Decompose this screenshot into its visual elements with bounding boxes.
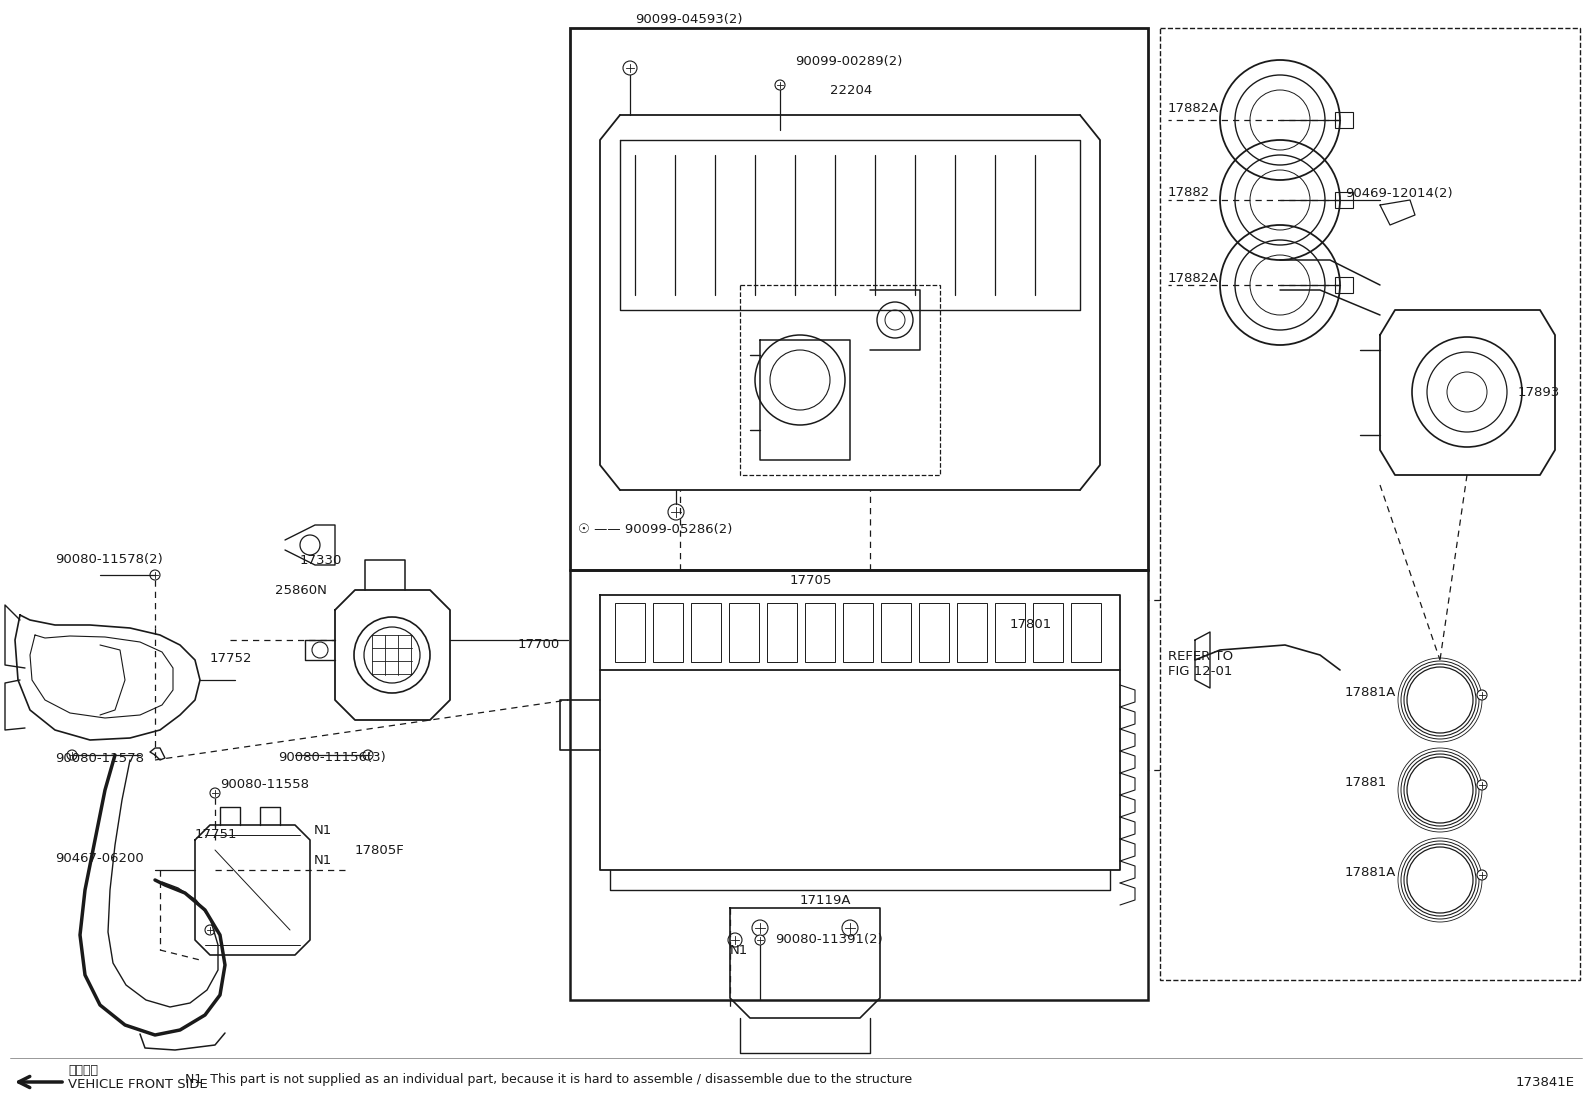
Text: ☉ —— 90099-05286(2): ☉ —— 90099-05286(2) [578, 523, 732, 536]
Circle shape [669, 504, 685, 520]
Bar [1336, 192, 1353, 208]
Text: 25860N: 25860N [275, 584, 326, 597]
Bar [1071, 603, 1102, 662]
Text: 17893: 17893 [1517, 387, 1560, 400]
Text: 17330: 17330 [299, 554, 342, 566]
Text: 173841E: 173841E [1516, 1076, 1574, 1088]
Text: N1: N1 [314, 823, 333, 836]
Text: 17882A: 17882A [1169, 101, 1219, 114]
Circle shape [755, 935, 766, 945]
Bar [995, 603, 1025, 662]
Circle shape [150, 570, 161, 580]
Text: 90080-11578: 90080-11578 [56, 752, 143, 765]
Text: 90080-11391(2): 90080-11391(2) [775, 933, 882, 946]
Circle shape [210, 788, 220, 798]
Circle shape [1477, 690, 1487, 700]
Text: 17882: 17882 [1169, 187, 1210, 200]
Bar [1336, 277, 1353, 293]
Text: 90099-04593(2): 90099-04593(2) [635, 13, 742, 26]
Text: 90099-00289(2): 90099-00289(2) [794, 56, 903, 68]
Circle shape [775, 80, 785, 90]
Text: 17700: 17700 [517, 639, 560, 652]
Bar [653, 603, 683, 662]
Text: 17881A: 17881A [1345, 687, 1396, 699]
Text: VEHICLE FRONT SIDE: VEHICLE FRONT SIDE [68, 1078, 207, 1091]
Text: REFER TO
FIG 12-01: REFER TO FIG 12-01 [1169, 650, 1234, 678]
Bar [615, 603, 645, 662]
Bar [570, 27, 1148, 570]
Circle shape [363, 750, 373, 761]
Bar [844, 603, 872, 662]
Text: 17752: 17752 [210, 652, 253, 665]
Circle shape [842, 920, 858, 936]
Bar [570, 570, 1148, 1000]
Bar [1161, 27, 1579, 980]
Bar [957, 603, 987, 662]
Text: N1: N1 [314, 854, 333, 866]
Text: 90080-11578(2): 90080-11578(2) [56, 554, 162, 566]
Bar [691, 603, 721, 662]
Bar [1033, 603, 1063, 662]
Circle shape [67, 750, 76, 761]
Bar [767, 603, 798, 662]
Bar [919, 603, 949, 662]
Circle shape [205, 925, 215, 935]
Text: 22204: 22204 [829, 84, 872, 97]
Text: N1  This part is not supplied as an individual part, because it is hard to assem: N1 This part is not supplied as an indiv… [185, 1074, 912, 1087]
Text: 17801: 17801 [1009, 619, 1052, 632]
Text: 90469-12014(2): 90469-12014(2) [1345, 187, 1452, 200]
Text: 17119A: 17119A [801, 893, 852, 907]
Text: 90080-11156(3): 90080-11156(3) [279, 752, 385, 765]
Text: 17882A: 17882A [1169, 271, 1219, 285]
Text: 17705: 17705 [790, 574, 833, 587]
Circle shape [1477, 780, 1487, 790]
Bar [1336, 112, 1353, 127]
Text: 90467-06200: 90467-06200 [56, 852, 143, 865]
Circle shape [728, 933, 742, 947]
Circle shape [622, 62, 637, 75]
Bar [806, 603, 834, 662]
Text: N1: N1 [731, 944, 748, 956]
Bar [740, 285, 939, 475]
Text: 17751: 17751 [194, 829, 237, 842]
Text: 車両前方: 車両前方 [68, 1064, 99, 1077]
Circle shape [751, 920, 767, 936]
Bar [729, 603, 759, 662]
Text: 17805F: 17805F [355, 844, 404, 856]
Text: 90080-11558: 90080-11558 [220, 778, 309, 791]
Text: 17881: 17881 [1345, 777, 1387, 789]
Circle shape [1477, 870, 1487, 880]
Bar [880, 603, 911, 662]
Text: 17881A: 17881A [1345, 866, 1396, 879]
